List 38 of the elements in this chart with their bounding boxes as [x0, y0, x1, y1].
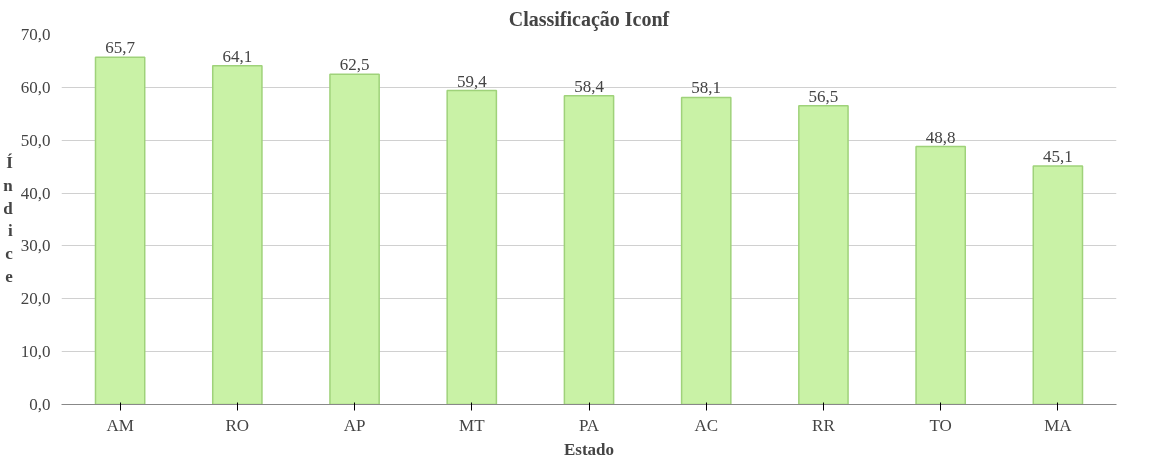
y-tick-label: 50,0 — [20, 130, 51, 150]
bar — [680, 96, 732, 405]
data-label: 48,8 — [925, 127, 956, 147]
y-tick-label: 60,0 — [20, 77, 51, 97]
bar — [211, 64, 263, 405]
bar — [563, 95, 615, 405]
data-label: 58,4 — [574, 76, 605, 96]
x-axis-title: Estado — [563, 439, 615, 459]
x-tick-label: TO — [929, 415, 952, 435]
data-label: 62,5 — [339, 55, 370, 75]
y-tick-label: 10,0 — [20, 342, 51, 362]
x-tick-label: MA — [1044, 415, 1073, 435]
data-label: 64,1 — [222, 46, 253, 66]
y-tick-label: 40,0 — [20, 183, 51, 203]
data-label: 45,1 — [1043, 147, 1073, 167]
bar — [446, 89, 498, 405]
x-tick-label: RO — [225, 415, 250, 435]
data-label: 58,1 — [691, 78, 722, 98]
x-tick-label: AP — [343, 415, 366, 435]
y-tick-label: 20,0 — [20, 289, 51, 309]
bar — [798, 105, 849, 405]
y-axis-title: Índice — [3, 153, 14, 286]
data-label: 56,5 — [808, 86, 839, 106]
chart-title: Classificação Iconf — [508, 7, 670, 31]
data-label: 59,4 — [456, 71, 488, 91]
bar — [1032, 165, 1084, 405]
x-tick-label: RR — [812, 415, 836, 435]
x-tick-label: AM — [106, 415, 134, 435]
data-label: 65,7 — [105, 38, 136, 58]
x-tick-label: PA — [578, 415, 600, 435]
y-tick-label: 30,0 — [20, 236, 51, 256]
x-tick-label: MT — [459, 415, 486, 435]
bar — [329, 73, 380, 405]
y-tick-label: 0,0 — [29, 395, 51, 414]
bar — [915, 145, 967, 405]
bar — [94, 56, 146, 405]
x-tick-label: AC — [694, 415, 719, 435]
y-tick-label: 70,0 — [20, 25, 51, 44]
